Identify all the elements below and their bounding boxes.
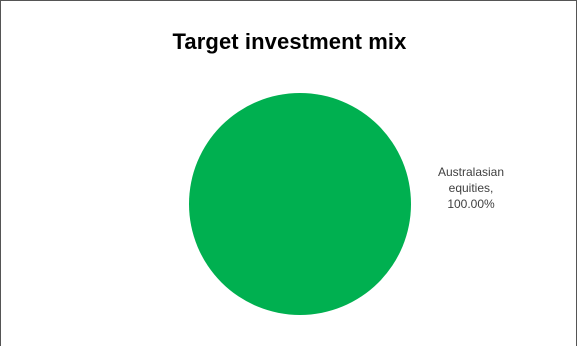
pie-slices xyxy=(189,93,411,315)
chart-title: Target investment mix xyxy=(172,29,407,54)
pie-data-label-line: Australasian xyxy=(438,165,504,179)
pie-data-labels: Australasian equities, 100.00% xyxy=(438,165,504,211)
pie-data-label-line: equities, xyxy=(449,181,494,195)
pie-data-label-line: 100.00% xyxy=(447,197,495,211)
pie-slice-0 xyxy=(189,93,411,315)
pie-data-label-0: Australasian equities, 100.00% xyxy=(438,165,504,211)
